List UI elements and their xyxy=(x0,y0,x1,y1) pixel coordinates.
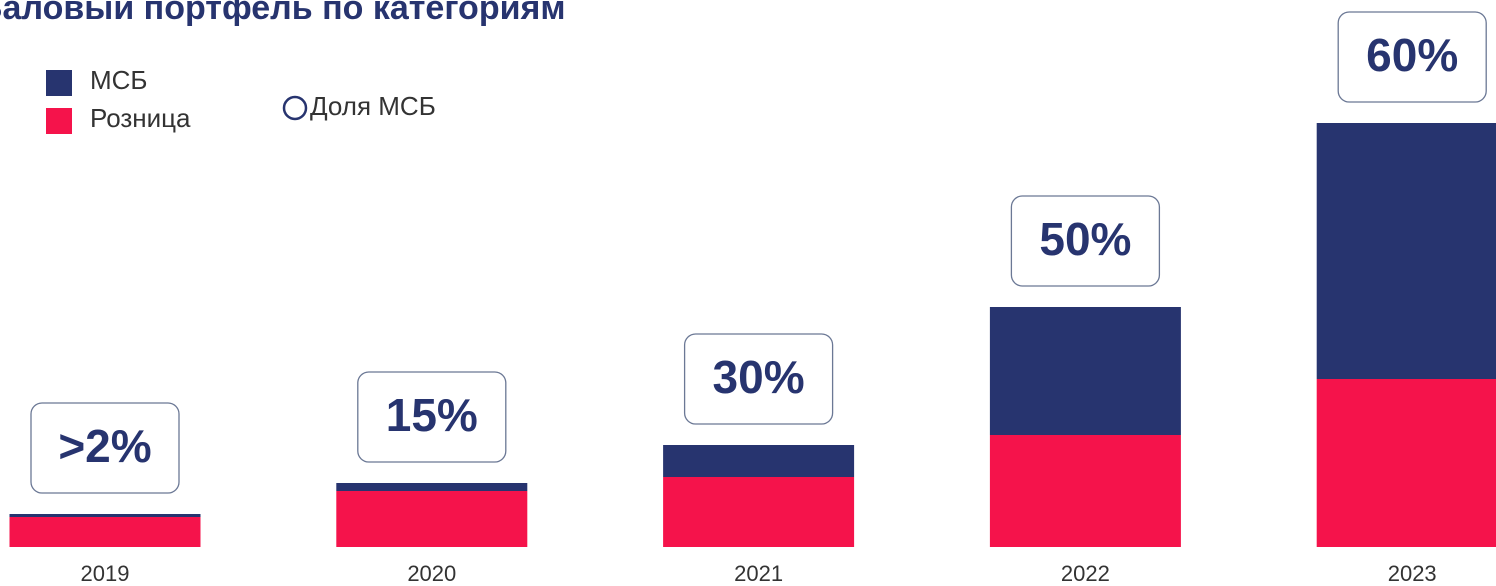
x-tick-label: 2022 xyxy=(1061,561,1110,586)
bar-segment xyxy=(989,307,1181,435)
legend-swatch xyxy=(282,95,308,121)
share-label: 50% xyxy=(1039,213,1131,265)
legend-label: Розница xyxy=(90,103,191,133)
x-tick-label: 2019 xyxy=(81,561,130,586)
bar-segment xyxy=(1316,123,1496,379)
share-box xyxy=(1337,11,1487,103)
share-box xyxy=(683,333,834,425)
share-label: 60% xyxy=(1366,29,1458,81)
legend-swatch xyxy=(46,70,72,96)
x-tick-label: 2023 xyxy=(1388,561,1437,586)
x-tick-label: 2020 xyxy=(407,561,456,586)
share-label: 30% xyxy=(713,351,805,403)
share-box xyxy=(30,402,180,494)
bar-segment xyxy=(663,477,855,547)
legend-label: Доля МСБ xyxy=(310,91,436,121)
share-label: >2% xyxy=(58,420,151,472)
x-tick-label: 2021 xyxy=(734,561,783,586)
chart-title: Валовый портфель по категориям xyxy=(0,0,565,27)
share-box xyxy=(1010,195,1161,287)
bar-segment xyxy=(663,445,855,477)
share-label: 15% xyxy=(386,389,478,441)
legend-label: МСБ xyxy=(90,65,148,95)
bar-segment xyxy=(9,514,201,517)
bar-segment xyxy=(336,483,528,491)
bar-segment xyxy=(336,491,528,547)
bar-segment xyxy=(9,517,201,547)
share-box xyxy=(357,371,507,463)
bar-segment xyxy=(989,435,1181,547)
legend-swatch xyxy=(46,108,72,134)
bar-segment xyxy=(1316,379,1496,547)
